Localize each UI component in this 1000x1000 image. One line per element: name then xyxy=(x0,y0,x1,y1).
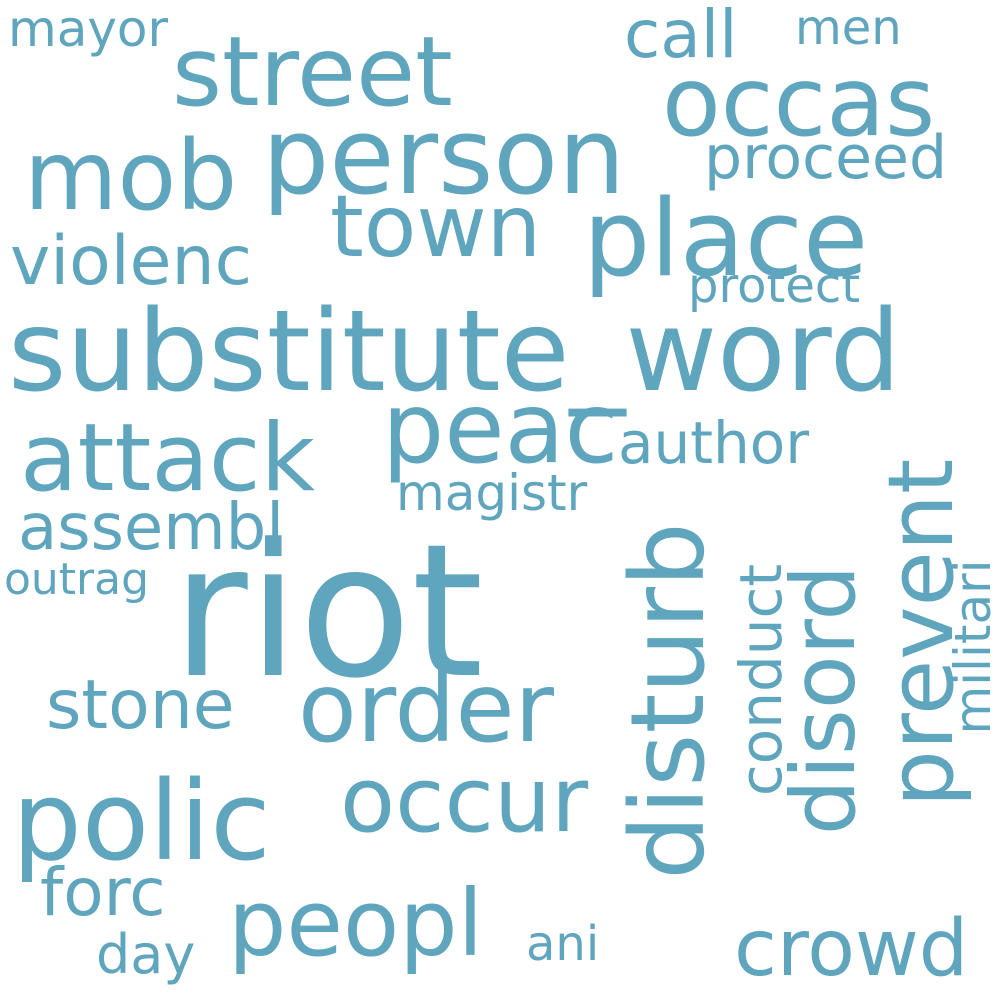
word-street: street xyxy=(172,16,453,128)
word-men: men xyxy=(795,0,902,56)
word-assembl: assembl xyxy=(18,491,285,565)
word-militari: militari xyxy=(944,559,1000,735)
word-order: order xyxy=(298,652,554,764)
word-crowd: crowd xyxy=(734,904,969,994)
word-stone: stone xyxy=(46,666,235,745)
word-forc: forc xyxy=(40,854,166,931)
word-peac: peac xyxy=(382,372,619,486)
word-peopl: peopl xyxy=(228,870,484,977)
word-occur: occur xyxy=(340,748,589,853)
word-disord: disord xyxy=(772,564,875,836)
word-outrag: outrag xyxy=(4,554,150,605)
word-day: day xyxy=(96,923,196,986)
word-violenc: violenc xyxy=(10,222,252,301)
word-protect: protect xyxy=(688,258,861,314)
word-mob: mob xyxy=(24,120,238,232)
word-riot: riot xyxy=(172,505,484,719)
word-call: call xyxy=(624,0,738,73)
word-ani: ani xyxy=(526,916,600,972)
word-polic: polic xyxy=(12,757,271,885)
word-substitute_word: substitute_word xyxy=(8,287,901,417)
word-author: author xyxy=(618,409,810,477)
word-magistr: magistr xyxy=(396,464,588,522)
word-place: place xyxy=(583,177,869,300)
word-disturb: disturb xyxy=(609,522,728,880)
word-town: town xyxy=(330,177,542,277)
word-mayor: mayor xyxy=(8,0,169,58)
word-occas: occas xyxy=(662,46,936,158)
word-proceed: proceed xyxy=(704,123,948,193)
word-attack: attack xyxy=(20,404,316,513)
word-person: person xyxy=(262,95,626,218)
